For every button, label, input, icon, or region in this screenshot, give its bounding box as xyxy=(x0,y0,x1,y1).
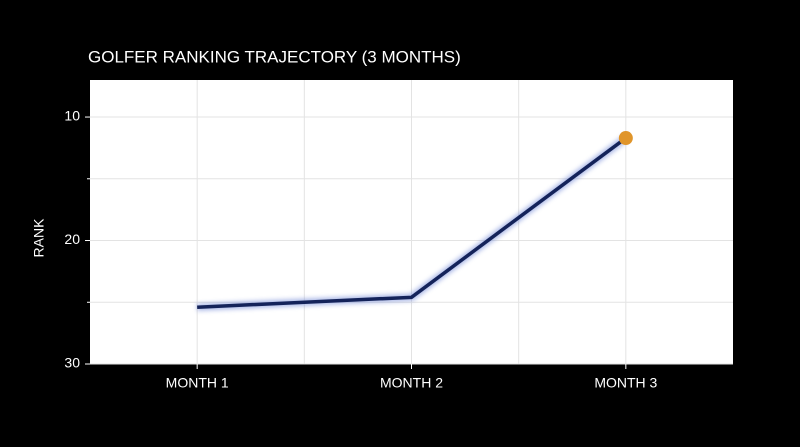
highlight-point xyxy=(618,131,633,146)
line xyxy=(197,136,627,309)
y-axis-label: RANK xyxy=(31,218,47,258)
x-tick-label: MONTH 3 xyxy=(594,375,657,391)
chart-title: GOLFER RANKING TRAJECTORY (3 MONTHS) xyxy=(88,47,461,66)
y-tick-label: 20 xyxy=(64,231,80,247)
y-tick-label: 30 xyxy=(64,355,80,371)
x-tick-label: MONTH 1 xyxy=(166,375,229,391)
y-tick-label: 10 xyxy=(64,108,80,124)
x-tick-label: MONTH 2 xyxy=(380,375,443,391)
